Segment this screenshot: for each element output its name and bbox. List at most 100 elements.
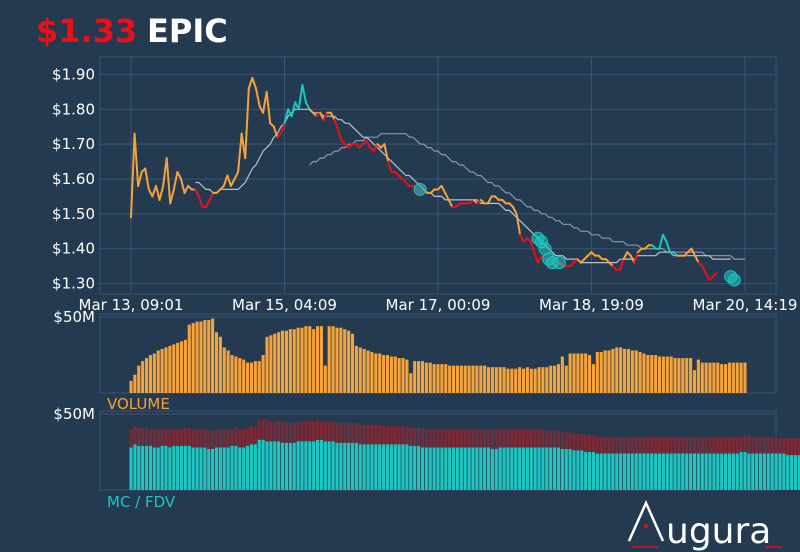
price-y-tick-label: $1.60 (52, 170, 95, 188)
mc-bar (529, 447, 533, 490)
price-line-segment (247, 76, 254, 90)
mc-bar (226, 447, 230, 490)
mc-bar (459, 447, 463, 490)
mc-bar (207, 448, 211, 490)
mc-bar (323, 441, 327, 490)
price-line-segment (690, 247, 697, 257)
price-line-segment (322, 111, 329, 121)
volume-bar (712, 362, 716, 393)
volume-bar (164, 347, 168, 393)
mc-bar (222, 447, 226, 490)
mc-bar (716, 453, 720, 490)
price-line-segment (333, 118, 340, 132)
mc-bar (790, 455, 794, 490)
volume-bar (214, 332, 219, 393)
volume-bar (529, 368, 533, 393)
volume-bar (549, 365, 553, 393)
mc-bar (281, 442, 285, 490)
mc-bar (234, 445, 238, 490)
price-line-segment (304, 101, 311, 111)
price-x-tick-label: Mar 15, 04:09 (232, 296, 337, 314)
mc-bar (541, 447, 545, 490)
price-line-segment (158, 184, 165, 201)
mc-bar (249, 444, 254, 490)
price-markers (413, 182, 741, 287)
volume-bar (440, 364, 444, 393)
volume-bar (708, 362, 712, 393)
mc-fdv-y-axis: $50M (53, 405, 95, 423)
volume-bar (467, 365, 471, 393)
price-line-segment (172, 171, 179, 191)
price-line-segment (133, 132, 140, 187)
mc-bar (603, 453, 607, 490)
mc-bar (712, 453, 716, 490)
price-x-tick-label: Mar 20, 14:19 (693, 296, 798, 314)
volume-bar (284, 330, 288, 393)
mc-bar (650, 453, 654, 490)
volume-bar (661, 356, 665, 393)
mc-bar (498, 447, 502, 490)
price-line-segment (515, 212, 522, 236)
volume-bar (195, 321, 199, 393)
volume-bar (654, 355, 658, 393)
mc-bar (164, 445, 168, 490)
volume-bar (580, 353, 584, 393)
mc-bar (588, 452, 592, 490)
volume-bar (304, 326, 308, 393)
volume-bar (611, 348, 615, 393)
mc-bar (533, 447, 537, 490)
price-line-segment (519, 233, 525, 243)
price-line-segment (536, 254, 543, 264)
volume-bar (187, 324, 191, 393)
volume-bar (327, 326, 331, 393)
mc-fdv-panel: $50M MC / FDV (53, 405, 800, 511)
mc-bar (704, 453, 708, 490)
mc-bar (747, 453, 751, 490)
volume-bar (292, 329, 296, 393)
mc-bar (183, 445, 187, 490)
mc-bar (129, 447, 133, 490)
mc-bar (211, 448, 215, 490)
price-line-segment (622, 251, 629, 261)
price-marker (413, 182, 427, 196)
volume-bar (288, 329, 292, 393)
volume-bar (432, 364, 436, 393)
volume-bar (518, 367, 522, 393)
mc-bar (413, 445, 417, 490)
volume-bar (401, 358, 405, 393)
mc-bar (724, 453, 728, 490)
price-line-segment (711, 272, 718, 278)
price-line-segment (237, 132, 243, 174)
volume-bar (490, 367, 494, 393)
volume-bars (129, 318, 747, 393)
volume-bar (129, 380, 133, 393)
price-line-segment (319, 111, 325, 121)
mc-bar (572, 450, 576, 490)
mc-bar (521, 447, 526, 490)
volume-bar (510, 368, 514, 393)
mc-bar (553, 447, 557, 490)
mc-bar (366, 444, 370, 490)
volume-bar (405, 359, 409, 393)
price-line-segment (444, 191, 450, 201)
volume-bar (448, 365, 452, 393)
mc-bar (471, 447, 475, 490)
mc-bar (626, 453, 630, 490)
mc-bar (797, 455, 800, 490)
ma-long-line (309, 133, 745, 260)
price-line-segment (486, 195, 493, 205)
volume-bar (588, 355, 592, 393)
mc-bar (296, 441, 300, 490)
mc-bar (417, 445, 421, 490)
volume-bar (463, 365, 467, 393)
mc-bar (284, 442, 288, 490)
mc-bar (467, 447, 471, 490)
volume-bar (669, 356, 673, 393)
mc-bar (793, 455, 798, 490)
price-line-segment (447, 198, 454, 208)
volume-bar (331, 326, 335, 393)
volume-bar (277, 332, 281, 393)
price-panel: $1.90 $1.80 $1.70 $1.60 $1.50 $1.40 $1.30 Mar … (52, 56, 798, 314)
volume-bar (689, 358, 693, 393)
price-line-segment (194, 188, 200, 198)
